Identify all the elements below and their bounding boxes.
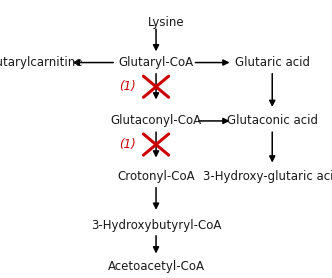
Text: Crotonyl-CoA: Crotonyl-CoA	[117, 170, 195, 183]
Text: Glutaryl-CoA: Glutaryl-CoA	[119, 56, 194, 69]
Text: 3-Hydroxy-glutaric acid: 3-Hydroxy-glutaric acid	[203, 170, 332, 183]
Text: Glutaric acid: Glutaric acid	[235, 56, 310, 69]
Text: (1): (1)	[120, 80, 136, 93]
Text: Glutarylcarnitine: Glutarylcarnitine	[0, 56, 83, 69]
Text: Glutaconyl-CoA: Glutaconyl-CoA	[111, 115, 202, 127]
Text: (1): (1)	[120, 138, 136, 151]
Text: 3-Hydroxybutyryl-CoA: 3-Hydroxybutyryl-CoA	[91, 219, 221, 232]
Text: Lysine: Lysine	[148, 16, 184, 29]
Text: Acetoacetyl-CoA: Acetoacetyl-CoA	[108, 260, 205, 273]
Text: Glutaconic acid: Glutaconic acid	[227, 115, 318, 127]
